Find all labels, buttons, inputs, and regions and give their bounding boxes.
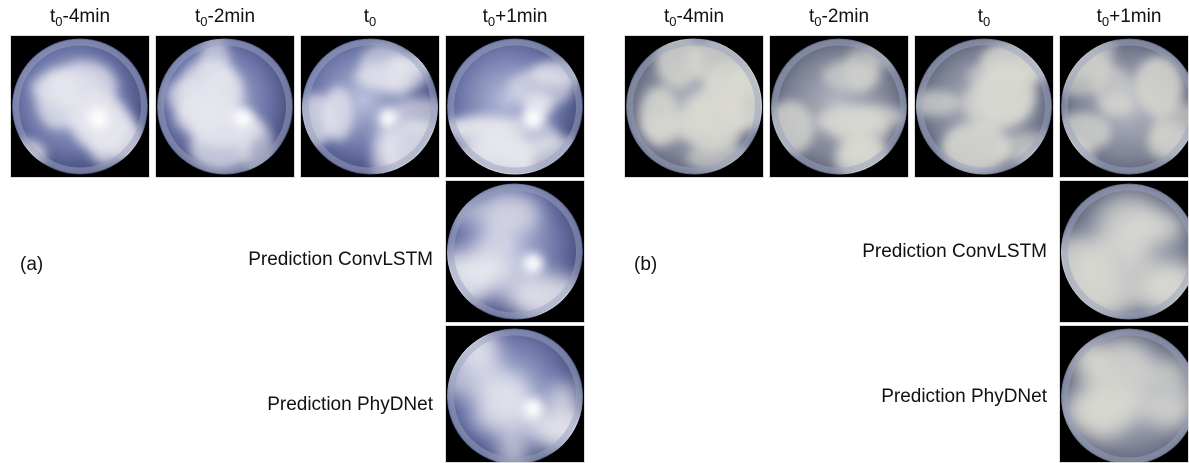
image-border (445, 35, 585, 178)
column-header: t0-2min (195, 6, 255, 29)
header-subscript: 0 (55, 14, 62, 29)
column-header: t0-2min (809, 6, 869, 29)
header-suffix: +1min (1109, 6, 1161, 27)
header-base: t (195, 6, 201, 27)
sky-image (445, 325, 585, 463)
header-subscript: 0 (983, 14, 990, 29)
horizon-ring (13, 39, 147, 174)
horizon-ring (917, 39, 1051, 174)
sky-image (300, 35, 440, 178)
sky-image (445, 35, 585, 178)
sky-image (914, 35, 1054, 178)
image-border (10, 35, 150, 178)
header-base: t (978, 6, 984, 27)
header-subscript: 0 (488, 14, 495, 29)
sky-image (10, 35, 150, 178)
horizon-ring (303, 39, 437, 174)
row-label: Prediction PhyDNet (881, 386, 1048, 407)
panel-label: (b) (634, 254, 657, 275)
horizon-ring (1062, 39, 1189, 174)
row-label: Prediction PhyDNet (267, 394, 434, 415)
horizon-ring (772, 39, 906, 174)
sun (88, 108, 108, 129)
row-label: Prediction ConvLSTM (862, 241, 1047, 262)
column-header: t0+1min (483, 6, 548, 29)
horizon-ring (448, 184, 582, 319)
horizon-ring (158, 39, 292, 174)
horizon-ring (1062, 329, 1189, 463)
column-header: t0-4min (664, 6, 724, 29)
header-suffix: -2min (208, 6, 256, 27)
sun (523, 253, 543, 274)
horizon-ring (448, 329, 582, 463)
header-suffix: -2min (822, 6, 870, 27)
column-header: t0+1min (1097, 6, 1162, 29)
header-subscript: 0 (669, 14, 676, 29)
column-header: t0 (978, 6, 991, 29)
sun (523, 108, 543, 129)
header-subscript: 0 (200, 14, 207, 29)
column-header: t0 (364, 6, 377, 29)
clouds (1061, 195, 1189, 320)
image-border (769, 35, 909, 178)
image-border (914, 35, 1054, 178)
header-base: t (50, 6, 56, 27)
image-border (155, 35, 295, 178)
header-base: t (1097, 6, 1103, 27)
header-base: t (364, 6, 370, 27)
header-suffix: +1min (495, 6, 547, 27)
header-base: t (664, 6, 670, 27)
sky-image (445, 180, 585, 323)
header-subscript: 0 (814, 14, 821, 29)
sky-image (1059, 180, 1189, 323)
sun (378, 108, 398, 129)
panel-label: (a) (20, 254, 43, 275)
header-subscript: 0 (1102, 14, 1109, 29)
header-base: t (809, 6, 815, 27)
image-border (624, 35, 764, 178)
sky-image (769, 35, 909, 178)
header-suffix: -4min (677, 6, 725, 27)
clouds (639, 38, 762, 173)
horizon-ring (627, 39, 761, 174)
sun (233, 108, 253, 129)
row-label: Prediction ConvLSTM (248, 249, 433, 270)
sun (523, 398, 543, 419)
image-border (445, 180, 585, 323)
sky-image (1059, 325, 1189, 463)
horizon-ring (448, 39, 582, 174)
header-base: t (483, 6, 489, 27)
sky-image (155, 35, 295, 178)
sky-image (624, 35, 764, 178)
clouds (1061, 337, 1189, 441)
horizon-ring (1062, 184, 1189, 319)
image-border (300, 35, 440, 178)
header-subscript: 0 (369, 14, 376, 29)
header-suffix: -4min (63, 6, 111, 27)
sky-image (1059, 35, 1189, 178)
column-header: t0-4min (50, 6, 110, 29)
